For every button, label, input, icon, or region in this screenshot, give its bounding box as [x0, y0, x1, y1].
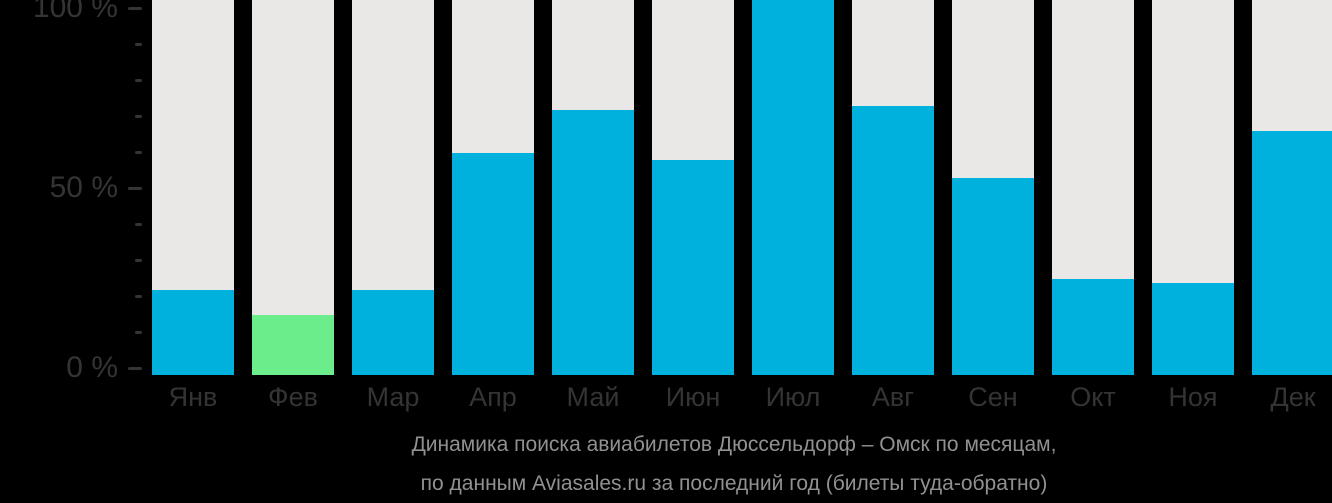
bar-fill-mar[interactable] [352, 290, 434, 375]
month-label-nov: Ноя [1168, 382, 1218, 412]
month-label-jul: Июл [765, 382, 821, 412]
y-tick-10 [135, 331, 142, 334]
y-axis-label-50: 50 % [49, 171, 118, 204]
bar-fill-apr[interactable] [452, 153, 534, 375]
bar-fill-jan[interactable] [152, 290, 234, 375]
bar-fill-may[interactable] [552, 110, 634, 375]
bar-fill-aug[interactable] [852, 106, 934, 375]
month-label-jan: Янв [168, 382, 218, 412]
y-axis-label-100: 100 % [32, 0, 118, 24]
bar-track-jan[interactable] [152, 0, 234, 375]
y-tick-30 [135, 259, 142, 262]
chart-caption: Динамика поиска авиабилетов Дюссельдорф … [136, 425, 1332, 503]
bar-track-feb[interactable] [252, 0, 334, 375]
y-tick-20 [135, 295, 142, 298]
bar-fill-nov[interactable] [1152, 283, 1234, 375]
bar-fill-oct[interactable] [1052, 279, 1134, 375]
bar-fill-dec[interactable] [1252, 131, 1332, 375]
y-tick-70 [135, 115, 142, 118]
month-label-mar: Мар [366, 382, 420, 412]
bar-track-oct[interactable] [1052, 0, 1134, 375]
month-label-dec: Дек [1270, 382, 1316, 412]
y-axis-label-0: 0 % [66, 351, 118, 384]
month-label-jun: Июн [665, 382, 721, 412]
bar-track-aug[interactable] [852, 0, 934, 375]
month-label-aug: Авг [871, 382, 915, 412]
y-tick-60 [135, 151, 142, 154]
bar-track-nov[interactable] [1152, 0, 1234, 375]
month-label-sep: Сен [968, 382, 1018, 412]
month-label-may: Май [566, 382, 620, 412]
bar-fill-jul[interactable] [752, 0, 834, 375]
bar-fill-sep[interactable] [952, 178, 1034, 375]
month-label-apr: Апр [469, 382, 517, 412]
caption-line-1: Динамика поиска авиабилетов Дюссельдорф … [411, 433, 1057, 456]
bar-track-may[interactable] [552, 0, 634, 375]
y-tick-100 [128, 7, 142, 10]
bar-fill-feb[interactable] [252, 315, 334, 375]
y-tick-90 [135, 43, 142, 46]
bar-track-dec[interactable] [1252, 0, 1332, 375]
caption-line-2: по данным Aviasales.ru за последний год … [420, 472, 1048, 495]
y-tick-80 [135, 79, 142, 82]
bar-track-mar[interactable] [352, 0, 434, 375]
y-tick-40 [135, 223, 142, 226]
bar-track-jul[interactable] [752, 0, 834, 375]
month-label-oct: Окт [1070, 382, 1116, 412]
month-label-feb: Фев [268, 382, 318, 412]
bar-track-sep[interactable] [952, 0, 1034, 375]
bar-track-jun[interactable] [652, 0, 734, 375]
bar-track-apr[interactable] [452, 0, 534, 375]
bar-fill-jun[interactable] [652, 160, 734, 375]
y-tick-0 [128, 367, 142, 370]
y-tick-50 [128, 187, 142, 190]
